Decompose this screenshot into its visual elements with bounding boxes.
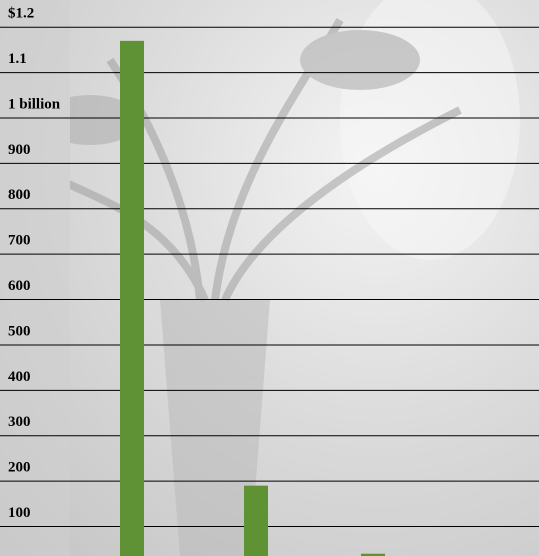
- background-photo: [0, 0, 462, 556]
- y-tick-label: $1.2: [8, 6, 34, 22]
- bar: [244, 485, 268, 556]
- y-tick-label: 100: [8, 505, 31, 521]
- y-tick-label: 900: [8, 142, 31, 158]
- y-tick-label: 700: [8, 233, 31, 249]
- bar: [361, 553, 385, 556]
- y-tick-label: 1 billion: [8, 96, 61, 112]
- y-tick-label: 400: [8, 369, 31, 385]
- y-tick-label: 800: [8, 187, 31, 203]
- y-tick-label: 600: [8, 278, 31, 294]
- y-tick-label: 200: [8, 460, 31, 476]
- bar: [120, 40, 144, 556]
- y-tick-label: 300: [8, 414, 31, 430]
- y-tick-label: 1.1: [8, 51, 27, 67]
- y-tick-label: 500: [8, 323, 31, 339]
